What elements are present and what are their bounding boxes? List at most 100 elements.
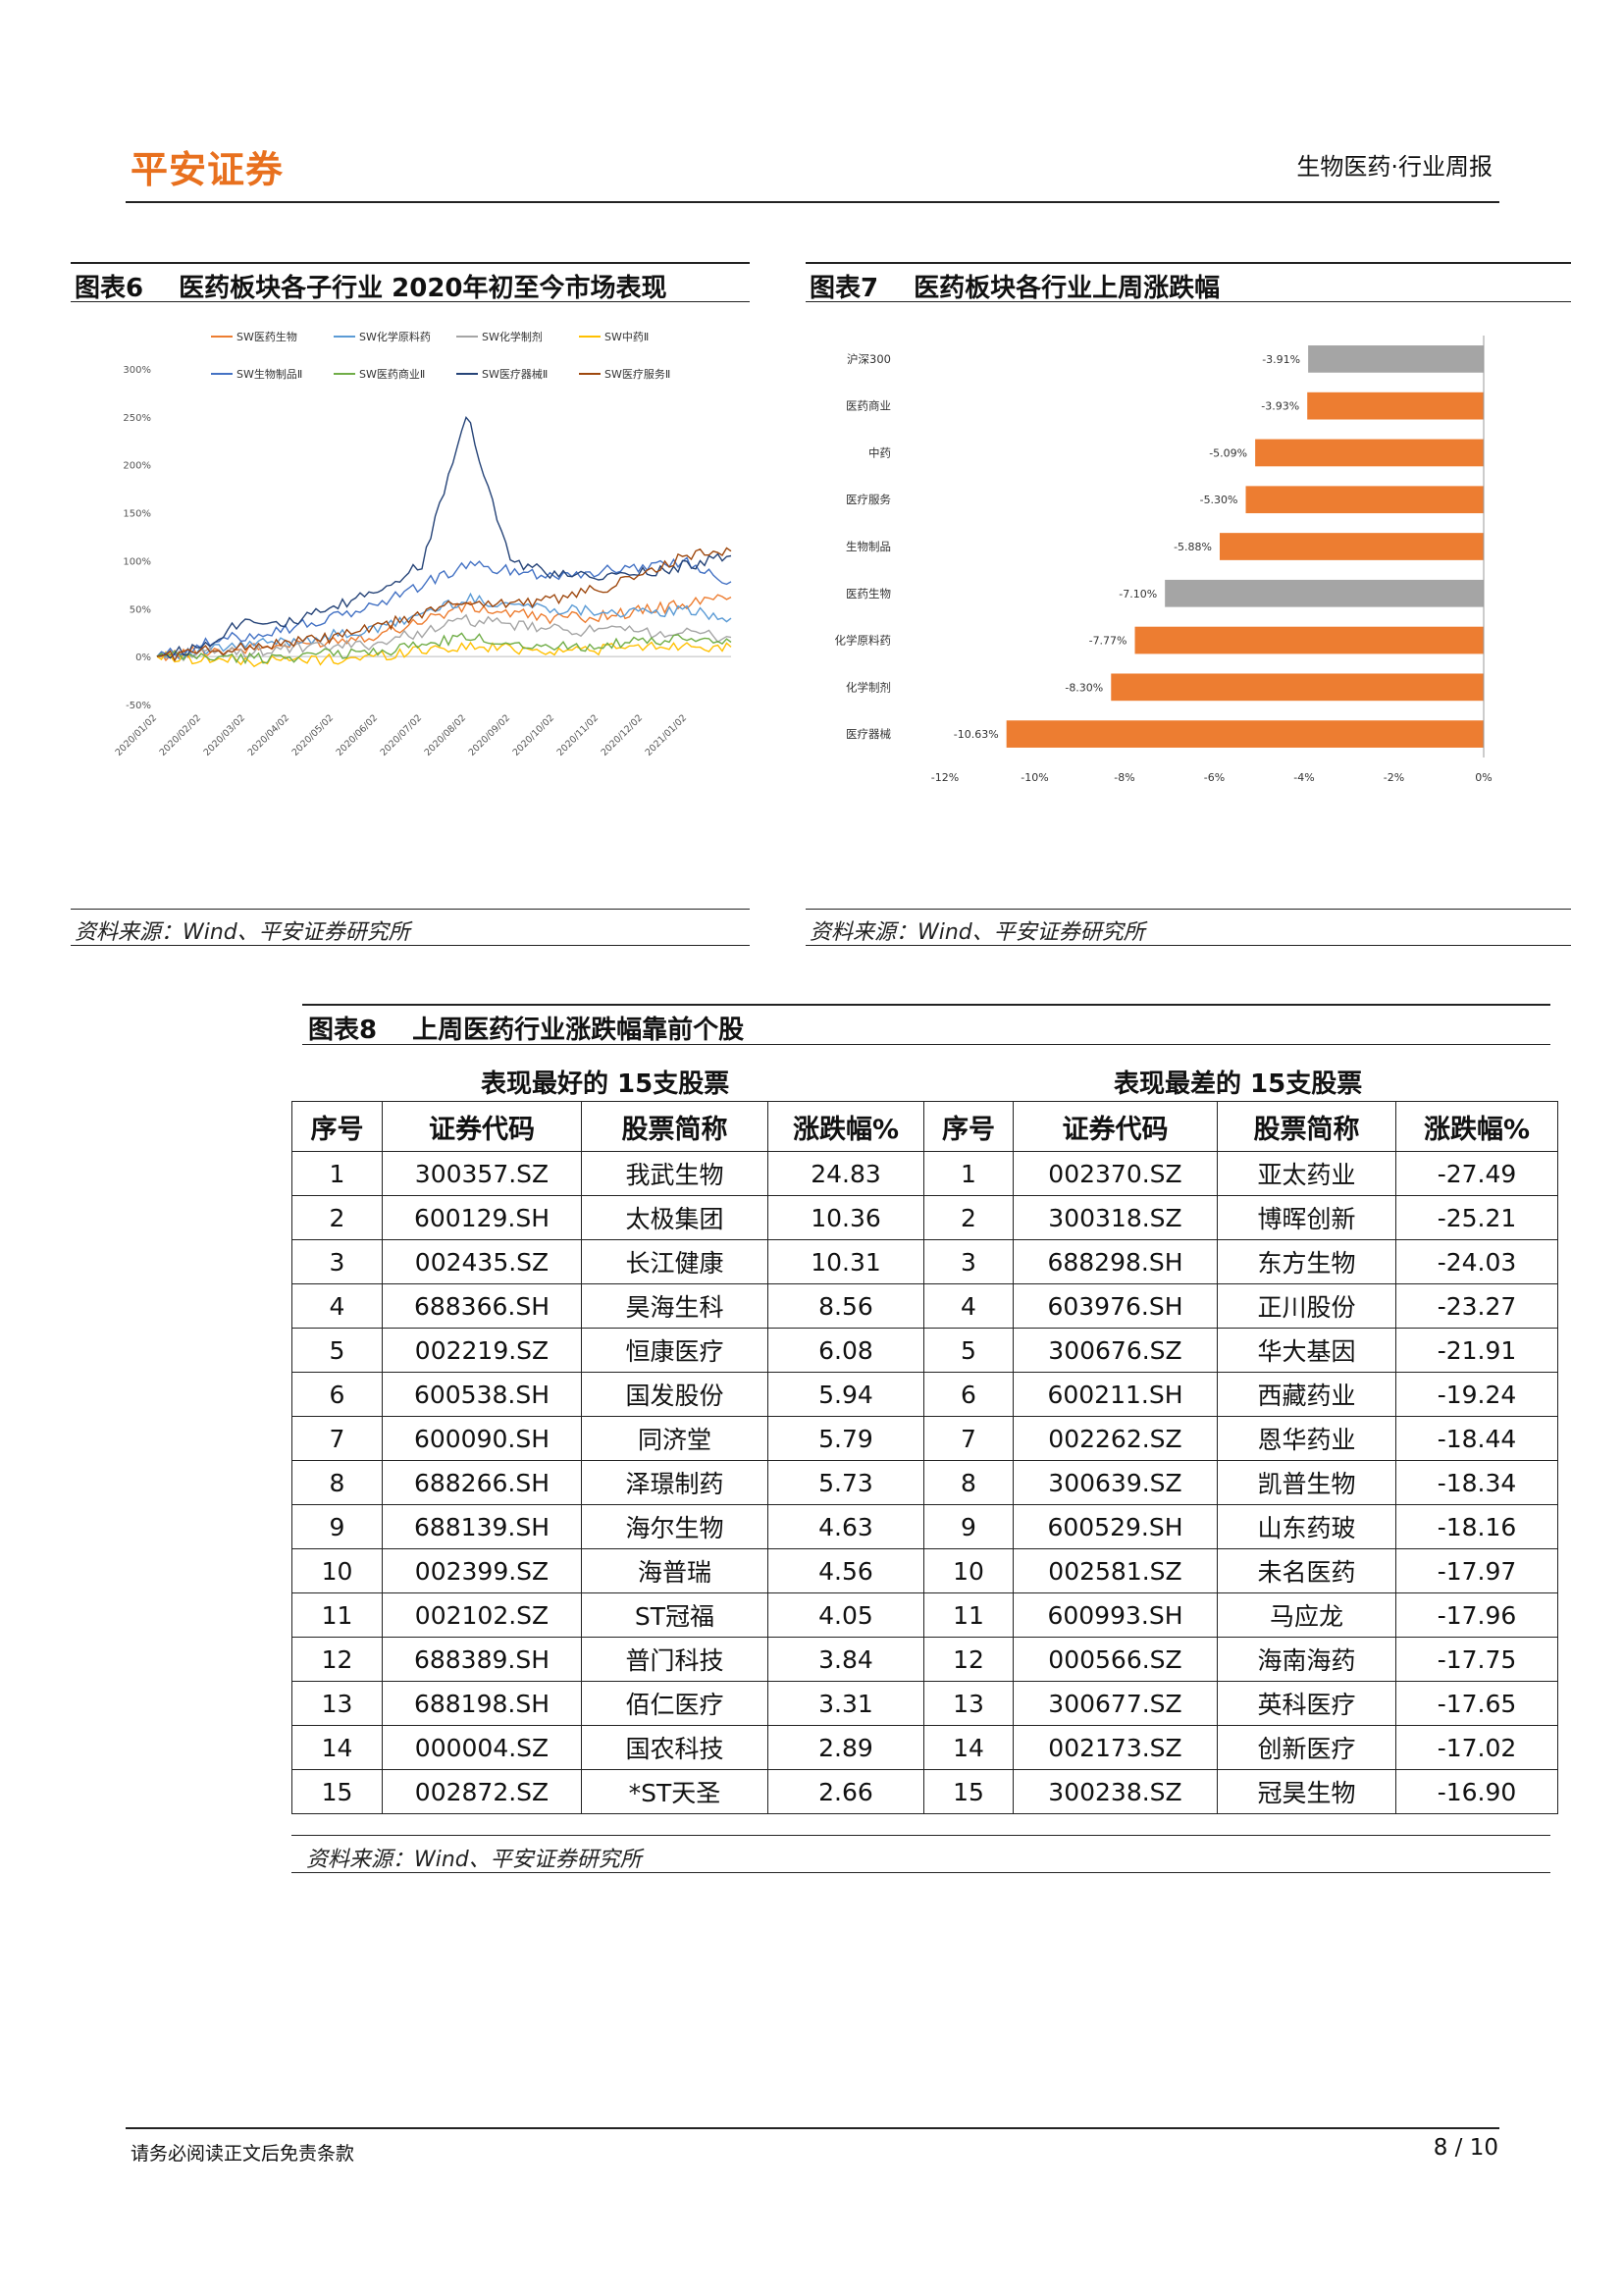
fig6-top-rule (71, 262, 750, 264)
bar (1111, 673, 1484, 702)
rank-cell: 11 (291, 1592, 383, 1638)
rank-cell: 12 (291, 1637, 383, 1682)
x-tick-label: 2020/09/02 (467, 712, 513, 758)
change-cell: -24.03 (1395, 1239, 1558, 1284)
fig7-bar-chart: 沪深300 -3.91% 医药商业 -3.93% 中药 -5.09% 医疗服务 -5.30% 生… (835, 336, 1493, 784)
change-cell: -25.21 (1395, 1195, 1558, 1240)
x-tick-label: 2021/01/02 (644, 712, 690, 758)
value-label: -5.09% (1209, 446, 1247, 459)
legend-label: SW化学原料药 (359, 330, 431, 343)
code-cell: 300639.SZ (1013, 1460, 1218, 1505)
table-header-row: 序号 证券代码 股票简称 涨跌幅% 序号 证券代码 股票简称 涨跌幅% (291, 1101, 1558, 1152)
legend-label: SW医药生物 (236, 330, 297, 343)
code-cell: 688139.SH (382, 1504, 582, 1549)
name-cell: 华大基因 (1217, 1328, 1396, 1373)
legend-label: SW医药商业Ⅱ (359, 367, 425, 381)
legend-label: SW化学制剂 (482, 330, 543, 343)
column-header: 证券代码 (382, 1101, 582, 1152)
change-cell: 4.56 (767, 1548, 924, 1593)
change-cell: -23.27 (1395, 1283, 1558, 1329)
code-cell: 600129.SH (382, 1195, 582, 1240)
x-tick-label: 2020/10/02 (511, 712, 557, 758)
change-cell: 3.31 (767, 1681, 924, 1726)
fig7-source-top-rule (806, 909, 1571, 910)
code-cell: 600529.SH (1013, 1504, 1218, 1549)
code-cell: 300238.SZ (1013, 1769, 1218, 1814)
series-line (156, 547, 732, 662)
category-label: 中药 (868, 445, 891, 459)
fig7-title: 图表7 医药板块各行业上周涨跌幅 (810, 268, 1220, 304)
fig7-title-rule (806, 301, 1571, 302)
name-cell: 冠昊生物 (1217, 1769, 1396, 1814)
fig8-title-text: 上周医药行业涨跌幅靠前个股 (412, 1016, 745, 1045)
fig8-number: 图表8 (308, 1016, 378, 1045)
y-tick-label: 50% (130, 604, 151, 615)
series-line (156, 632, 732, 665)
column-header: 涨跌幅% (767, 1101, 924, 1152)
code-cell: 688266.SH (382, 1460, 582, 1505)
code-cell: 002219.SZ (382, 1328, 582, 1373)
x-tick-label: -6% (1204, 771, 1225, 784)
fig6-title-rule (71, 301, 750, 302)
top-stocks-table: 序号 证券代码 股票简称 涨跌幅% 序号 证券代码 股票简称 涨跌幅% 1 300357.SZ 我… (291, 1101, 1558, 1814)
y-tick-label: 200% (123, 461, 151, 472)
bar (1219, 533, 1484, 560)
name-cell: 普门科技 (581, 1637, 768, 1682)
code-cell: 600211.SH (1013, 1372, 1218, 1417)
bar (1308, 345, 1484, 373)
code-cell: 300676.SZ (1013, 1328, 1218, 1373)
bar (1006, 720, 1484, 748)
worst-stocks-caption: 表现最差的 15支股票 (1114, 1070, 1363, 1099)
change-cell: -18.16 (1395, 1504, 1558, 1549)
column-header: 涨跌幅% (1395, 1101, 1558, 1152)
x-tick-label: 2020/12/02 (600, 712, 646, 758)
x-tick-label: -12% (931, 771, 959, 784)
column-header: 股票简称 (1217, 1101, 1396, 1152)
rank-cell: 15 (291, 1769, 383, 1814)
change-cell: 6.08 (767, 1328, 924, 1373)
rank-cell: 2 (923, 1195, 1014, 1240)
rank-cell: 14 (291, 1725, 383, 1770)
rank-cell: 5 (291, 1328, 383, 1373)
page-number: 8 / 10 (1433, 2135, 1498, 2161)
rank-cell: 8 (923, 1460, 1014, 1505)
change-cell: -17.96 (1395, 1592, 1558, 1638)
change-cell: -17.97 (1395, 1548, 1558, 1593)
value-label: -10.63% (954, 728, 999, 741)
value-label: -7.77% (1089, 635, 1127, 648)
column-header: 序号 (923, 1101, 1014, 1152)
code-cell: 002370.SZ (1013, 1151, 1218, 1196)
fig6-source: 资料来源：Wind、平安证券研究所 (75, 920, 410, 945)
column-header: 证券代码 (1013, 1101, 1218, 1152)
name-cell: 正川股份 (1217, 1283, 1396, 1329)
name-cell: 英科医疗 (1217, 1681, 1396, 1726)
code-cell: 688389.SH (382, 1637, 582, 1682)
y-tick-label: 250% (123, 413, 151, 424)
rank-cell: 5 (923, 1328, 1014, 1373)
fig8-source-top-rule (291, 1835, 1550, 1836)
fig7-number: 图表7 (810, 274, 879, 303)
table-row: 9 688139.SH 海尔生物 4.63 9 600529.SH 山东药玻 -18.16 (291, 1504, 1558, 1549)
rank-cell: 8 (291, 1460, 383, 1505)
rank-cell: 10 (291, 1548, 383, 1593)
name-cell: 国发股份 (581, 1372, 768, 1417)
rank-cell: 3 (291, 1239, 383, 1284)
rank-cell: 12 (923, 1637, 1014, 1682)
x-tick-label: 2020/02/02 (158, 712, 204, 758)
name-cell: 同济堂 (581, 1416, 768, 1461)
rank-cell: 6 (291, 1372, 383, 1417)
name-cell: 海南海药 (1217, 1637, 1396, 1682)
category-label: 医药生物 (846, 587, 891, 600)
code-cell: 600993.SH (1013, 1592, 1218, 1638)
name-cell: 西藏药业 (1217, 1372, 1396, 1417)
rank-cell: 4 (291, 1283, 383, 1329)
name-cell: 泽璟制药 (581, 1460, 768, 1505)
name-cell: 太极集团 (581, 1195, 768, 1240)
fig6-title-text: 医药板块各子行业 2020年初至今市场表现 (179, 274, 667, 303)
change-cell: -21.91 (1395, 1328, 1558, 1373)
name-cell: *ST天圣 (581, 1769, 768, 1814)
x-tick-label: 0% (1475, 771, 1492, 784)
footer-disclaimer: 请务必阅读正文后免责条款 (131, 2143, 355, 2165)
name-cell: 海普瑞 (581, 1548, 768, 1593)
x-tick-label: 2020/06/02 (335, 712, 381, 758)
